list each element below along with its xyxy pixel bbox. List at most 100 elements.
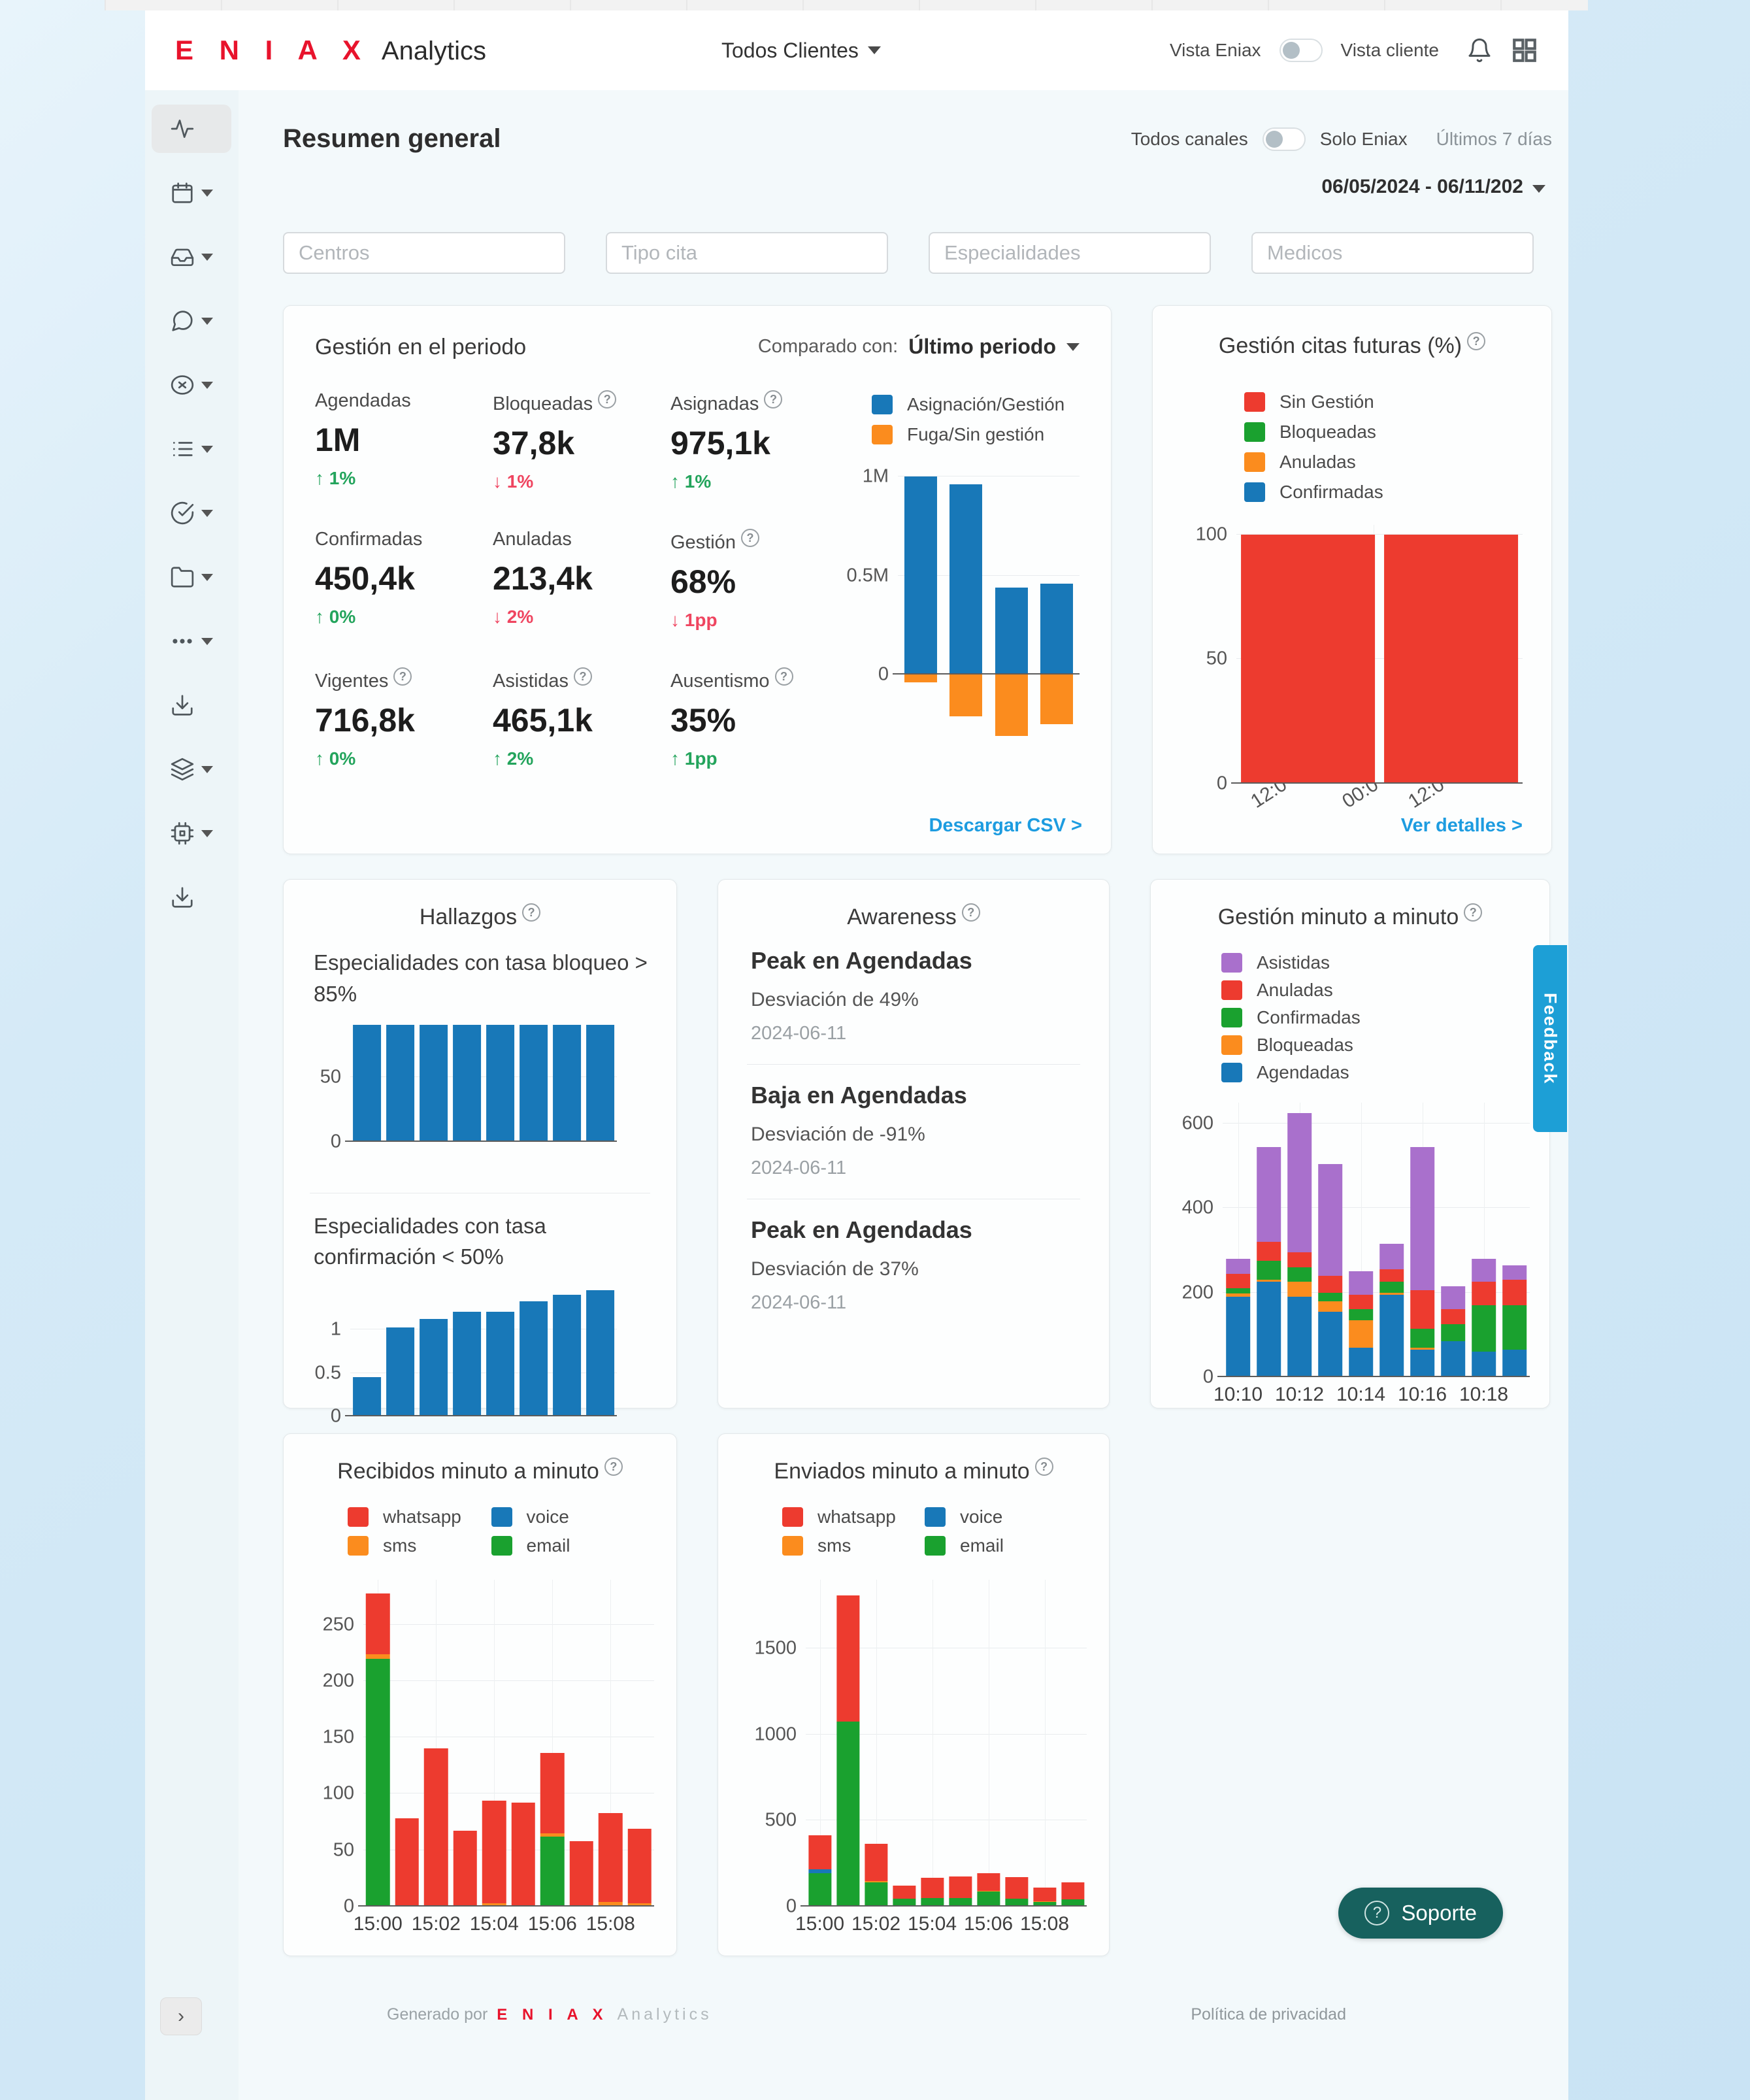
apps-grid-icon[interactable] bbox=[1511, 37, 1538, 64]
y-tick-label: 100 bbox=[1195, 524, 1227, 545]
info-icon[interactable]: ? bbox=[961, 903, 980, 922]
bar-segment-tasa-bloqueo bbox=[386, 1025, 415, 1142]
privacy-policy-link[interactable]: Política de privacidad bbox=[1191, 2005, 1346, 2024]
bars-group bbox=[350, 1286, 617, 1417]
compare-dropdown[interactable]: Comparado con: Último periodo bbox=[758, 335, 1080, 359]
chart-plot bbox=[345, 1023, 617, 1142]
sidebar-item-cancelled[interactable] bbox=[152, 361, 231, 409]
folder-icon bbox=[171, 567, 194, 588]
feedback-tab[interactable]: Feedback bbox=[1533, 945, 1567, 1132]
compare-label: Comparado con: bbox=[757, 336, 899, 357]
chevron-down-icon bbox=[201, 829, 213, 837]
bar-segment-bloqueadas bbox=[1317, 1301, 1343, 1312]
bar bbox=[480, 1580, 509, 1907]
sidebar-item-chat[interactable] bbox=[152, 297, 231, 345]
medicos-filter-input[interactable] bbox=[1251, 232, 1534, 274]
legend-swatch bbox=[925, 1507, 946, 1527]
sidebar-item-calendar[interactable] bbox=[152, 169, 231, 217]
sidebar-item-layers[interactable] bbox=[152, 745, 231, 793]
y-tick-label: 500 bbox=[765, 1809, 797, 1831]
info-icon[interactable]: ? bbox=[1467, 332, 1486, 350]
sidebar-item-confirmed[interactable] bbox=[152, 489, 231, 537]
legend-swatch bbox=[1221, 980, 1242, 1000]
x-axis-line bbox=[358, 1905, 654, 1907]
bar-segment-tasa-confirmaci-n bbox=[352, 1377, 382, 1417]
date-range-picker[interactable]: 06/05/2024 - 06/11/202 bbox=[283, 176, 1545, 198]
bars-group bbox=[363, 1580, 654, 1907]
sidebar-item-download-2[interactable] bbox=[152, 873, 231, 922]
gridline bbox=[1223, 1123, 1530, 1124]
info-icon[interactable]: ? bbox=[774, 667, 793, 686]
bar-segment-whatsapp bbox=[1032, 1887, 1057, 1901]
bar bbox=[944, 465, 989, 746]
legend-swatch bbox=[1244, 452, 1265, 472]
bar-segment-whatsapp bbox=[540, 1753, 565, 1833]
metric-label: Asignadas? bbox=[670, 390, 838, 415]
sidebar-item-engine[interactable] bbox=[152, 809, 231, 858]
bar-segment-fuga-sin-gesti-n bbox=[995, 675, 1028, 736]
sidebar-item-inbox[interactable] bbox=[152, 233, 231, 281]
x-tick-label: 15:04 bbox=[469, 1912, 519, 1935]
bar-segment-email bbox=[1004, 1899, 1029, 1907]
sidebar-item-list[interactable] bbox=[152, 425, 231, 473]
info-icon[interactable]: ? bbox=[764, 390, 783, 408]
especialidades-filter-input[interactable] bbox=[929, 232, 1211, 274]
bar-segment-anuladas bbox=[1410, 1290, 1435, 1329]
bar bbox=[1468, 1103, 1499, 1377]
soporte-button[interactable]: ? Soporte bbox=[1338, 1888, 1503, 1939]
tipo-cita-filter-input[interactable] bbox=[606, 232, 888, 274]
sidebar-expand-button[interactable]: › bbox=[160, 1997, 202, 2035]
legend-item-agendadas: Agendadas bbox=[1221, 1062, 1530, 1083]
info-icon[interactable]: ? bbox=[522, 903, 541, 922]
y-tick-label: 1 bbox=[330, 1318, 341, 1340]
ver-detalles-link[interactable]: Ver detalles > bbox=[1400, 815, 1523, 836]
info-icon[interactable]: ? bbox=[740, 529, 759, 547]
bar-segment-agendadas bbox=[1502, 1349, 1527, 1377]
legend-item-voice: voice bbox=[491, 1507, 629, 1527]
info-icon[interactable]: ? bbox=[574, 667, 593, 686]
bar bbox=[1236, 525, 1379, 784]
info-icon[interactable]: ? bbox=[598, 390, 617, 408]
sidebar-item-folder[interactable] bbox=[152, 553, 231, 601]
bar-segment-tasa-bloqueo bbox=[586, 1025, 615, 1142]
sidebar-item-more[interactable] bbox=[152, 617, 231, 665]
bar bbox=[550, 1286, 584, 1417]
x-axis-line bbox=[345, 1140, 617, 1142]
bars-group bbox=[898, 465, 1080, 746]
bell-icon[interactable] bbox=[1466, 37, 1493, 63]
centros-filter-input[interactable] bbox=[283, 232, 565, 274]
metric-delta: ↑ 1% bbox=[670, 471, 712, 492]
metric-delta: ↑ 1% bbox=[315, 468, 356, 488]
gridline bbox=[350, 1076, 617, 1077]
y-tick-label: 50 bbox=[1206, 648, 1227, 669]
chevron-down-icon bbox=[201, 637, 213, 645]
metric-label: Bloqueadas? bbox=[493, 390, 660, 415]
sidebar-item-download-1[interactable] bbox=[152, 681, 231, 729]
channels-toggle[interactable] bbox=[1262, 127, 1306, 151]
legend-swatch bbox=[782, 1535, 803, 1556]
sidebar-item-activity[interactable] bbox=[152, 105, 231, 153]
vista-toggle[interactable] bbox=[1279, 39, 1323, 62]
info-icon[interactable]: ? bbox=[1034, 1458, 1053, 1476]
metric-value: 975,1k bbox=[670, 425, 770, 462]
client-selector-dropdown[interactable]: Todos Clientes bbox=[721, 39, 881, 63]
y-tick-label: 0 bbox=[785, 1895, 797, 1917]
bar bbox=[517, 1023, 550, 1142]
bar bbox=[1379, 525, 1523, 784]
info-icon[interactable]: ? bbox=[1464, 903, 1483, 922]
awareness-item-deviation: Desviación de 49% bbox=[751, 988, 919, 1010]
bar-segment-email bbox=[948, 1897, 972, 1907]
info-icon[interactable]: ? bbox=[393, 667, 412, 686]
brand-logo[interactable]: E N I A X Analytics bbox=[175, 35, 486, 66]
info-icon[interactable]: ? bbox=[604, 1458, 623, 1476]
legend-label: Sin Gestión bbox=[1279, 391, 1374, 412]
bar-segment-asignaci-n-gesti-n bbox=[904, 476, 937, 675]
descargar-csv-link[interactable]: Descargar CSV > bbox=[929, 815, 1082, 836]
x-tick-label: 15:00 bbox=[795, 1912, 845, 1935]
bar-segment-tasa-confirmaci-n bbox=[586, 1290, 615, 1417]
awareness-item-title: Baja en Agendadas bbox=[751, 1081, 967, 1108]
bar-segment-tasa-bloqueo bbox=[486, 1025, 515, 1142]
metric-label: Vigentes? bbox=[315, 667, 482, 692]
legend-label: Anuladas bbox=[1279, 451, 1356, 472]
bar bbox=[1407, 1103, 1438, 1377]
